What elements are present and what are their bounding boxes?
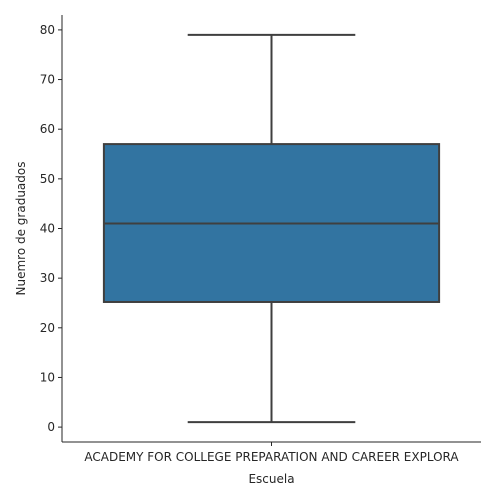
y-tick-label: 10 <box>40 370 55 384</box>
y-tick-label: 0 <box>47 420 55 434</box>
y-axis-label: Nuemro de graduados <box>14 162 28 296</box>
y-tick-label: 20 <box>40 321 55 335</box>
x-axis-label: Escuela <box>248 472 294 486</box>
y-tick-label: 50 <box>40 172 55 186</box>
y-tick-label: 30 <box>40 271 55 285</box>
x-axis-ticks: ACADEMY FOR COLLEGE PREPARATION AND CARE… <box>84 442 459 464</box>
x-tick-label: ACADEMY FOR COLLEGE PREPARATION AND CARE… <box>84 450 459 464</box>
y-tick-label: 80 <box>40 23 55 37</box>
plot-area <box>102 33 441 424</box>
y-tick-label: 40 <box>40 222 55 236</box>
y-axis-ticks: 0 10 20 30 40 50 60 70 80 <box>40 23 62 434</box>
y-tick-label: 60 <box>40 122 55 136</box>
y-tick-label: 70 <box>40 73 55 87</box>
